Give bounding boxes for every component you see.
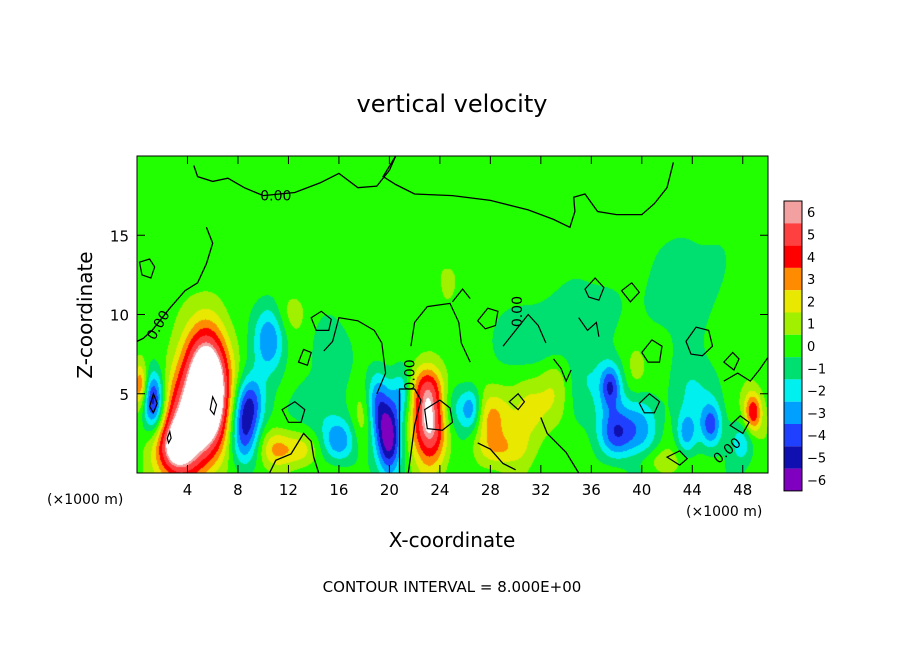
contour-loop bbox=[281, 400, 306, 423]
contour-line bbox=[540, 417, 580, 473]
colorbar-swatch bbox=[784, 424, 802, 447]
contour-line bbox=[452, 288, 471, 303]
x-unit-left: (×1000 m) bbox=[47, 492, 123, 508]
x-tick-label: 12 bbox=[279, 481, 298, 499]
x-tick-label: 8 bbox=[233, 481, 243, 499]
x-tick-label: 16 bbox=[329, 481, 348, 499]
colorbar-swatch bbox=[784, 201, 802, 224]
contour-line bbox=[553, 358, 572, 383]
x-tick-label: 48 bbox=[733, 481, 752, 499]
x-tick-label: 20 bbox=[380, 481, 399, 499]
contour-loop bbox=[476, 307, 499, 330]
contour-line bbox=[398, 388, 422, 473]
colorbar-label: 6 bbox=[807, 206, 815, 221]
colorbar-frame bbox=[783, 200, 803, 492]
contour-loop bbox=[297, 348, 312, 366]
contour-line bbox=[193, 156, 397, 197]
contour-label: 0.00 bbox=[403, 359, 419, 390]
contour-line bbox=[323, 317, 387, 395]
contour-line bbox=[137, 227, 214, 342]
x-tick-label: 36 bbox=[582, 481, 601, 499]
colorbar-label: 1 bbox=[807, 318, 815, 333]
plot-area: 0.000.000.000.000.00 bbox=[136, 155, 769, 474]
contour-loop bbox=[722, 351, 740, 371]
colorbar-label: 5 bbox=[807, 228, 815, 243]
colorbar-swatch bbox=[784, 446, 802, 469]
y-axis: 5 10 15 bbox=[110, 227, 768, 404]
contour-loop bbox=[138, 258, 156, 279]
x-tick-label: 40 bbox=[632, 481, 651, 499]
contour-loop bbox=[209, 395, 218, 416]
contour-line bbox=[578, 317, 600, 337]
contour-loop bbox=[665, 450, 689, 466]
colorbar-swatch bbox=[784, 357, 802, 380]
x-unit-right: (×1000 m) bbox=[686, 504, 762, 520]
contour-line bbox=[723, 356, 768, 382]
x-tick-label: 32 bbox=[531, 481, 550, 499]
colorbar-label: −2 bbox=[807, 385, 826, 400]
heatmap-field bbox=[137, 156, 768, 473]
colorbar-label: 3 bbox=[807, 273, 815, 288]
x-axis-label: X-coordinate bbox=[389, 528, 516, 552]
colorbar-swatch bbox=[784, 290, 802, 313]
y-axis-label: Z-coordinate bbox=[73, 251, 97, 378]
contour-line bbox=[268, 432, 320, 473]
x-tick-label: 44 bbox=[683, 481, 702, 499]
contour-loop bbox=[508, 392, 526, 411]
colorbar-label: 2 bbox=[807, 295, 815, 310]
contour-loop bbox=[620, 281, 641, 303]
colorbar-swatch bbox=[784, 401, 802, 424]
contour-loop bbox=[638, 393, 661, 414]
colorbar-label: 4 bbox=[807, 251, 815, 266]
colorbar: 6 5 4 3 2 1 0 −1 −2 −3 −4 −5 −6 bbox=[783, 200, 826, 492]
contour-label: 0.00 bbox=[510, 296, 526, 327]
colorbar-label: −1 bbox=[807, 362, 826, 377]
colorbar-swatch bbox=[784, 379, 802, 402]
y-tick-label: 10 bbox=[110, 307, 129, 325]
contour-label: 0.00 bbox=[260, 189, 291, 205]
colorbar-swatch bbox=[784, 468, 802, 491]
contour-interval-note: CONTOUR INTERVAL = 8.000E+00 bbox=[323, 578, 582, 596]
y-tick-label: 15 bbox=[110, 227, 129, 245]
colorbar-swatch bbox=[784, 267, 802, 291]
contour-loop bbox=[148, 391, 158, 415]
contour-loop bbox=[685, 326, 714, 357]
chart-title: vertical velocity bbox=[357, 90, 548, 118]
colorbar-label: −6 bbox=[807, 474, 826, 489]
contour-line bbox=[382, 156, 675, 229]
contour-loop bbox=[584, 277, 605, 301]
y-tick-label: 5 bbox=[119, 386, 129, 404]
contour-loop bbox=[310, 310, 332, 331]
contour-lines bbox=[137, 156, 768, 473]
colorbar-swatch bbox=[784, 245, 802, 268]
colorbar-label: −5 bbox=[807, 451, 826, 466]
contour-loop bbox=[641, 339, 663, 363]
x-axis: 4 8 12 16 20 24 28 32 36 40 44 48 bbox=[183, 156, 752, 499]
x-tick-label: 28 bbox=[481, 481, 500, 499]
colorbar-label: 0 bbox=[807, 340, 815, 355]
contour-loop bbox=[729, 415, 750, 435]
contour-loop bbox=[166, 429, 172, 445]
x-tick-label: 24 bbox=[430, 481, 449, 499]
colorbar-label: −3 bbox=[807, 407, 826, 422]
contour-line bbox=[410, 302, 471, 363]
colorbar-swatch bbox=[784, 334, 802, 358]
contour-line bbox=[477, 442, 516, 471]
x-tick-label: 4 bbox=[183, 481, 193, 499]
colorbar-swatch bbox=[784, 312, 802, 335]
contour-line bbox=[502, 313, 547, 347]
contour-loop bbox=[424, 399, 454, 431]
colorbar-label: −4 bbox=[807, 429, 826, 444]
colorbar-swatch bbox=[784, 223, 802, 246]
